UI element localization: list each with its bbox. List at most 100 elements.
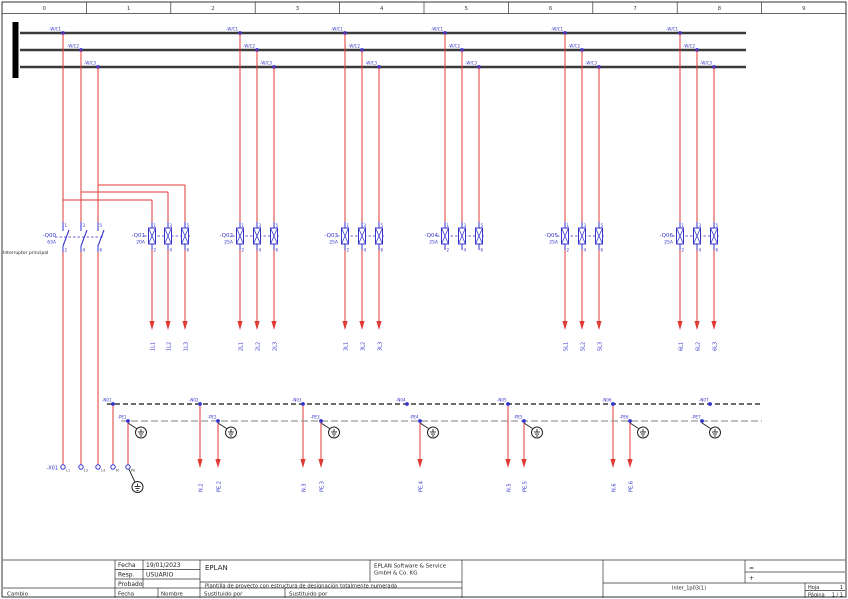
pe-bus-point[interactable] [216,419,220,423]
terminal-circle[interactable] [125,464,131,470]
interruption-point-label: 6L2 [696,342,702,351]
n-bus-point[interactable] [506,402,510,406]
breaker-pole-symbol [441,227,449,245]
sustituido1-label: Sustituido por [204,592,243,598]
interruption-arrow-icon[interactable] [318,459,324,468]
pe-bus-point[interactable] [418,419,422,423]
tap-label: -W/C2 [568,44,580,49]
interruption-arrow-icon[interactable] [359,321,365,330]
terminal-number: 6 [716,248,719,253]
ground-lead [419,422,429,429]
interruption-point-label: 2L3 [273,342,279,351]
interruption-arrow-icon[interactable] [711,321,717,330]
interruption-point-label: N.6 [612,483,618,492]
ruler-number: 4 [380,6,384,12]
ground-icon[interactable] [328,426,340,439]
interruption-arrow-icon[interactable] [300,459,306,468]
pe-point-label: -PE2 [208,415,217,420]
interruption-arrow-icon[interactable] [254,321,260,330]
terminal-circle[interactable] [60,464,66,470]
terminal-number: 1 [447,223,450,228]
device-rating: 25A [224,240,234,246]
interruption-arrow-icon[interactable] [149,321,155,330]
terminal-number: 5 [276,223,279,228]
interruption-arrow-icon[interactable] [197,459,203,468]
interruption-arrow-icon[interactable] [505,459,511,468]
terminal-number: 2 [447,248,450,253]
interruption-arrow-icon[interactable] [694,321,700,330]
pe-point-label: -PE1 [118,415,127,420]
ground-icon[interactable] [131,481,144,493]
interruption-arrow-icon[interactable] [417,459,423,468]
ground-lead [127,422,137,429]
interruption-arrow-icon[interactable] [271,321,277,330]
interruption-point-label: 1L2 [167,342,173,351]
ruler-number: 6 [549,6,553,12]
supply-feed-bar[interactable] [12,22,19,78]
interruption-arrow-icon[interactable] [182,321,188,330]
n-point-label: -N01 [102,398,112,403]
ground-lead [128,469,136,483]
pe-bus-point[interactable] [126,419,130,423]
interruption-point-label: N.3 [302,483,308,492]
interruption-arrow-icon[interactable] [237,321,243,330]
terminal-number: 5 [100,223,103,228]
n-bus-point[interactable] [611,402,615,406]
pe-bus-point[interactable] [700,419,704,423]
interruption-arrow-icon[interactable] [627,459,633,468]
tap-label: -W/C3 [84,61,96,66]
terminal-number: 5 [381,223,384,228]
n-bus-point[interactable] [708,402,712,406]
terminal-number: 6 [381,248,384,253]
resp-label: Resp. [118,572,135,579]
interruption-arrow-icon[interactable] [342,321,348,330]
breaker-pole-symbol [148,227,156,245]
interruption-arrow-icon[interactable] [596,321,602,330]
interruption-arrow-icon[interactable] [579,321,585,330]
interruption-arrow-icon[interactable] [677,321,683,330]
breaker-pole-symbol [253,227,261,245]
switch-pole-symbol[interactable] [80,229,88,247]
n-bus-point[interactable] [301,402,305,406]
pe-bus-point[interactable] [522,419,526,423]
switch-pole-symbol[interactable] [97,229,105,247]
n-bus-point[interactable] [405,402,409,406]
device-tag: -Q06 [659,233,673,239]
terminal-number: 6 [481,248,484,253]
device-tag: -Q02 [219,233,233,239]
pe-bus-point[interactable] [628,419,632,423]
n-bus-point[interactable] [198,402,202,406]
ground-icon[interactable] [225,426,237,439]
interruption-arrow-icon[interactable] [376,321,382,330]
tap-label: -W/C3 [365,61,377,66]
ground-lead [217,422,227,429]
terminal-number: 3 [699,223,702,228]
switch-pole-symbol[interactable] [62,229,70,247]
ground-icon[interactable] [709,426,721,439]
terminal-number: 2 [347,248,350,253]
pe-bus-point[interactable] [319,419,323,423]
breaker-pole-symbol [475,227,483,245]
ground-icon[interactable] [637,426,649,439]
interruption-arrow-icon[interactable] [562,321,568,330]
n-bus-point[interactable] [111,402,115,406]
terminal-circle[interactable] [78,464,84,470]
interruption-arrow-icon[interactable] [521,459,527,468]
ground-icon[interactable] [531,426,543,439]
n-point-label: -N07 [699,398,709,403]
terminal-number: 2 [65,248,68,253]
interruption-point-label: 5L2 [581,342,587,351]
interruption-arrow-icon[interactable] [165,321,171,330]
ground-icon[interactable] [135,426,147,439]
page-name: Inter_1p03(1) [672,586,706,592]
breaker-pole-symbol [578,227,586,245]
ground-icon[interactable] [427,426,439,439]
terminal-circle[interactable] [95,464,101,470]
terminal-circle[interactable] [110,464,116,470]
n-point-label: -N02 [189,398,199,403]
company-name: EPLAN [205,564,228,572]
title-block: Fecha 19/01/2023 Resp. USUARIO Probado E… [7,562,843,599]
interruption-arrow-icon[interactable] [215,459,221,468]
interruption-arrow-icon[interactable] [610,459,616,468]
